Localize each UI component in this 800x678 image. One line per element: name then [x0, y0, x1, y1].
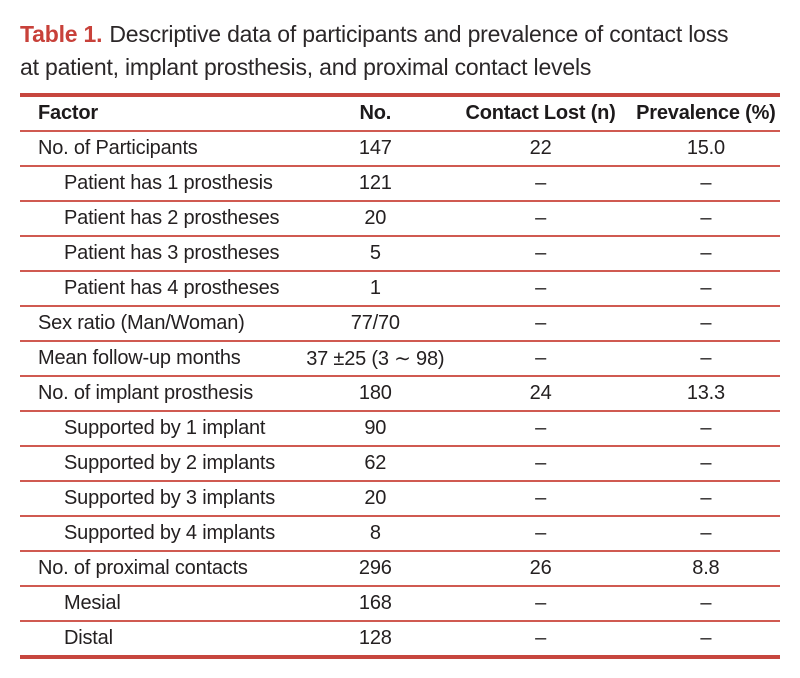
lost-cell: – — [449, 481, 632, 517]
no-cell: 90 — [301, 411, 450, 447]
prev-cell: – — [631, 341, 780, 377]
table-row: Patient has 1 prosthesis 121– – — [20, 166, 780, 202]
no-cell: 37 ±25 (3 ∼ 98) — [301, 341, 450, 377]
table-row: No. of Participants 147 22 15.0 — [20, 131, 780, 167]
lost-cell: 22 — [449, 131, 632, 167]
table-number-label: Table 1. — [20, 21, 103, 47]
table-row: Mesial 168– – — [20, 586, 780, 622]
factor-cell: Supported by 1 implant — [20, 411, 302, 447]
prev-cell: – — [631, 446, 780, 482]
factor-cell: Distal — [64, 627, 113, 649]
factor-cell: Supported by 2 implants — [20, 446, 302, 482]
lost-cell: – — [449, 306, 632, 342]
caption-text: Descriptive data of participants and pre… — [109, 21, 729, 47]
lost-cell: 26 — [449, 551, 632, 587]
data-table: Factor No. Contact Lost (n) Prevalence (… — [20, 93, 780, 659]
lost-cell: – — [449, 201, 632, 237]
lost-cell: – — [535, 627, 547, 649]
factor-cell: No. of proximal contacts — [20, 551, 302, 587]
prev-cell: – — [631, 516, 780, 552]
factor-cell: Patient has 4 prostheses — [20, 271, 302, 307]
column-header-prevalence: Prevalence (%) — [631, 95, 780, 132]
lost-cell: – — [449, 271, 632, 307]
lost-cell: – — [449, 236, 632, 272]
prev-cell: – — [631, 236, 780, 272]
lost-cell: – — [449, 411, 632, 447]
factor-cell: Patient has 3 prostheses — [20, 236, 302, 272]
table-caption: Table 1. Descriptive data of participants… — [20, 18, 780, 84]
lost-cell: – — [449, 341, 632, 377]
no-cell: 5 — [301, 236, 450, 272]
factor-cell: Mean follow-up months — [20, 341, 302, 377]
no-cell: 180 — [301, 376, 450, 412]
table-row: Mean follow-up months 37 ±25 (3 ∼ 98) – – — [20, 341, 780, 377]
column-header-no: No. — [301, 95, 450, 132]
factor-cell: No. of implant prosthesis — [20, 376, 302, 412]
lost-cell: 24 — [449, 376, 632, 412]
factor-cell: Patient has 2 prostheses — [20, 201, 302, 237]
prev-cell: – — [631, 481, 780, 517]
table-row: No. of implant prosthesis 180 24 13.3 — [20, 376, 780, 412]
caption-line-2: at patient, implant prosthesis, and prox… — [20, 54, 592, 80]
factor-cell: Mesial — [20, 586, 302, 622]
no-cell: 77/70 — [301, 306, 450, 342]
lost-cell: – — [449, 446, 632, 482]
table-row: Supported by 2 implants 62– – — [20, 446, 780, 482]
caption-line-1: Table 1. Descriptive data of participants… — [20, 18, 780, 51]
lost-cell: – — [449, 516, 632, 552]
table-row: No. of proximal contacts 296 26 8.8 — [20, 551, 780, 587]
prev-cell: 13.3 — [631, 376, 780, 412]
no-cell: 168 — [301, 586, 450, 622]
column-header-contact-lost: Contact Lost (n) — [449, 95, 632, 132]
no-cell: 20 — [301, 481, 450, 517]
table-row: Distal 128 – – — [20, 621, 780, 657]
no-cell: 8 — [301, 516, 450, 552]
factor-cell: Supported by 4 implants — [20, 516, 302, 552]
table-row: Supported by 1 implant 90– – — [20, 411, 780, 447]
prev-cell: – — [631, 271, 780, 307]
prev-cell: – — [631, 166, 780, 202]
header-row: Factor No. Contact Lost (n) Prevalence (… — [20, 95, 780, 132]
prev-cell: – — [631, 306, 780, 342]
table-row: Supported by 3 implants 20– – — [20, 481, 780, 517]
factor-cell: No. of Participants — [20, 131, 302, 167]
page: Table 1. Descriptive data of participants… — [20, 18, 780, 659]
prev-cell: – — [631, 586, 780, 622]
no-cell: 20 — [301, 201, 450, 237]
table-row: Sex ratio (Man/Woman) 77/70– – — [20, 306, 780, 342]
table-header: Factor No. Contact Lost (n) Prevalence (… — [20, 95, 780, 132]
factor-cell: Supported by 3 implants — [20, 481, 302, 517]
prev-cell: – — [631, 411, 780, 447]
table-row: Patient has 2 prostheses 20– – — [20, 201, 780, 237]
prev-cell: – — [631, 201, 780, 237]
table-row: Supported by 4 implants 8– – — [20, 516, 780, 552]
no-cell: 1 — [301, 271, 450, 307]
table-body: No. of Participants 147 22 15.0 Patient has … — [20, 131, 780, 657]
no-cell: 121 — [301, 166, 450, 202]
factor-cell: Sex ratio (Man/Woman) — [20, 306, 302, 342]
no-cell: 147 — [301, 131, 450, 167]
table-row: Patient has 4 prostheses 1– – — [20, 271, 780, 307]
factor-cell: Patient has 1 prosthesis — [20, 166, 302, 202]
no-cell: 62 — [301, 446, 450, 482]
prev-cell: 8.8 — [631, 551, 780, 587]
prev-cell: 15.0 — [631, 131, 780, 167]
lost-cell: – — [449, 166, 632, 202]
column-header-factor: Factor — [20, 95, 302, 132]
no-cell: 128 — [358, 627, 392, 649]
lost-cell: – — [449, 586, 632, 622]
no-cell: 296 — [301, 551, 450, 587]
table-row: Patient has 3 prostheses 5– – — [20, 236, 780, 272]
prev-cell: – — [700, 627, 712, 649]
